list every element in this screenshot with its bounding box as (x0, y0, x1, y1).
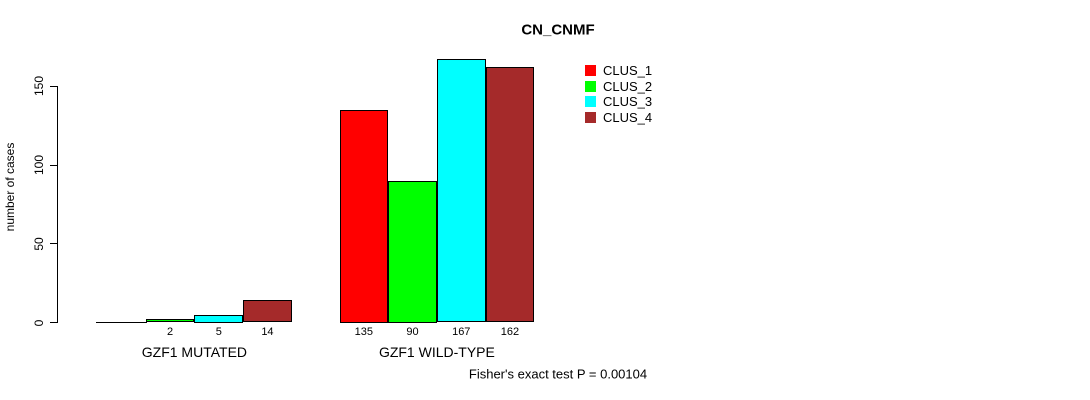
bar-clus_4 (243, 300, 292, 323)
legend-swatch (585, 96, 596, 108)
bar-value-label: 14 (261, 326, 274, 338)
legend-item-clus_2: CLUS_2 (585, 80, 652, 93)
chart-title: CN_CNMF (521, 21, 595, 39)
y-tick (50, 243, 57, 245)
bar-clus_1 (339, 109, 389, 323)
legend-item-clus_3: CLUS_3 (585, 95, 652, 108)
bar-value-label: 167 (452, 326, 471, 338)
bar-value-label: 5 (215, 326, 222, 338)
bar-value-label: 135 (354, 326, 374, 338)
y-tick (50, 322, 57, 323)
legend-item-clus_4: CLUS_4 (585, 111, 652, 124)
bar-value-label: 162 (500, 326, 520, 338)
bar-clus_2 (145, 319, 195, 323)
bar-clus_3 (194, 314, 244, 323)
legend: CLUS_1 CLUS_2 CLUS_3 CLUS_4 (585, 64, 652, 127)
legend-swatch (585, 112, 596, 124)
bar-clus_2 (388, 180, 437, 323)
bar-value-label: 90 (406, 326, 419, 338)
x-category-label: GZF1 WILD-TYPE (378, 344, 495, 360)
legend-swatch (585, 80, 596, 92)
bar-value-label: 2 (166, 326, 174, 338)
y-tick (50, 85, 57, 87)
bar-clus_1 (96, 321, 147, 323)
legend-item-clus_1: CLUS_1 (585, 64, 652, 77)
bar-clus_4 (485, 67, 535, 323)
annotation-text: Fisher's exact test P = 0.00104 (468, 366, 648, 382)
x-category-label: GZF1 MUTATED (141, 344, 248, 360)
legend-label: CLUS_2 (603, 78, 653, 94)
legend-label: CLUS_3 (603, 94, 653, 110)
legend-label: CLUS_4 (603, 110, 653, 126)
bar-clus_3 (436, 59, 486, 323)
y-axis-line (57, 86, 58, 323)
legend-label: CLUS_1 (603, 63, 653, 78)
y-tick (50, 164, 57, 166)
legend-swatch (585, 65, 596, 76)
